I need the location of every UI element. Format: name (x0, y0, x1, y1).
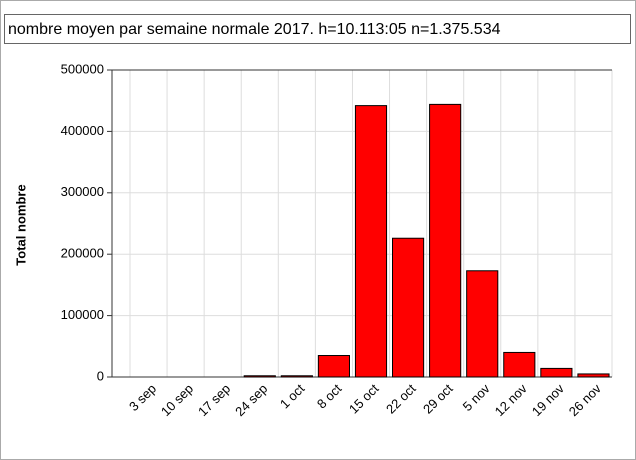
title-box (4, 14, 631, 44)
y-tick-label: 100000 (61, 307, 104, 322)
bar (354, 105, 388, 378)
bar (503, 351, 536, 378)
bar (577, 373, 610, 378)
bar (540, 367, 573, 378)
y-tick-label: 400000 (61, 123, 104, 138)
y-axis-label: Total nombre (13, 184, 28, 265)
bar (280, 375, 313, 378)
bar (466, 270, 499, 378)
y-tick-label: 0 (97, 368, 104, 383)
y-tick-label: 200000 (61, 246, 104, 261)
y-tick-label: 500000 (61, 61, 104, 76)
bar (243, 375, 276, 378)
bar (429, 103, 462, 378)
bar (392, 237, 425, 378)
bar (317, 355, 350, 378)
chart-title: nombre moyen par semaine normale 2017. h… (8, 21, 501, 38)
y-tick-label: 300000 (61, 184, 104, 199)
